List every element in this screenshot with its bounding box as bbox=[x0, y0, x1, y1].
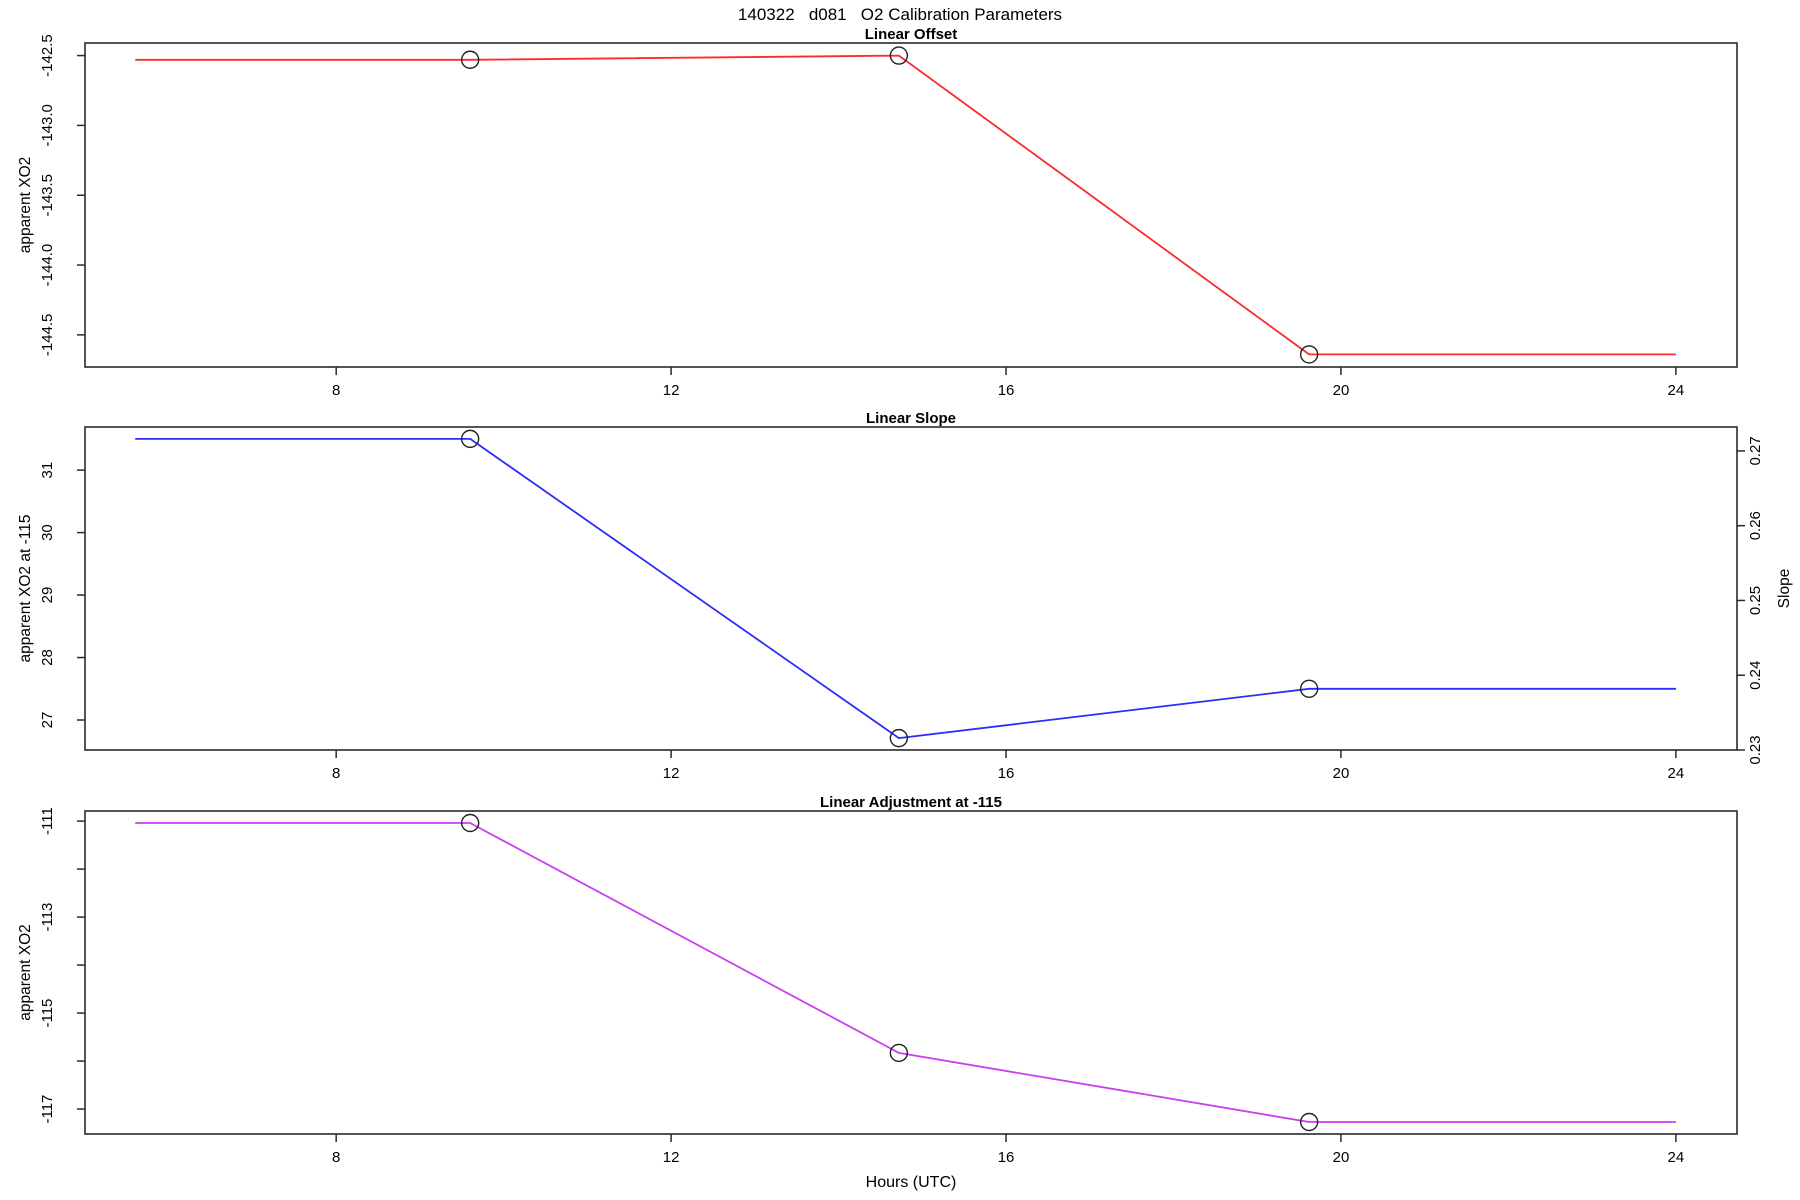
panel-linear-offset: Linear Offset -142.5 -143.0 -143.5 -144.0 -14… bbox=[17, 26, 1738, 399]
data-marker-linear-adjustment bbox=[1299, 1112, 1319, 1132]
data-line-linear-offset bbox=[135, 54, 1676, 356]
y-tick-label: -142.5 bbox=[39, 34, 56, 77]
y-tick-label: -113 bbox=[39, 903, 56, 932]
panel-linear-adjustment: Linear Adjustment at -115 -117 -115 -113 -11… bbox=[17, 794, 1738, 1166]
y-axis-label-linear-adjustment: apparent XO2 bbox=[17, 924, 34, 1021]
y-tick-label: -111 bbox=[39, 807, 56, 835]
data-marker-linear-adjustment bbox=[889, 1043, 909, 1063]
y-tick-label: 28 bbox=[39, 649, 56, 666]
x-tick-label: 16 bbox=[998, 382, 1015, 399]
plot-box bbox=[84, 42, 1738, 368]
x-tick-label: 8 bbox=[332, 1149, 340, 1166]
x-axis-label: Hours (UTC) bbox=[865, 1174, 957, 1191]
x-tick-label: 12 bbox=[663, 382, 680, 399]
data-marker-linear-adjustment bbox=[460, 813, 480, 833]
x-tick-label: 16 bbox=[998, 1149, 1015, 1166]
plot-box bbox=[84, 810, 1738, 1135]
x-tick-label: 24 bbox=[1668, 1149, 1685, 1166]
data-line-linear-slope bbox=[135, 437, 1676, 739]
x-tick-label: 8 bbox=[332, 382, 340, 399]
x-tick-label: 24 bbox=[1668, 765, 1685, 782]
data-marker-linear-offset bbox=[1299, 345, 1319, 364]
y-tick-label: -143.5 bbox=[39, 174, 56, 217]
y-tick-label: 27 bbox=[39, 712, 56, 729]
y-tick-label: -117 bbox=[39, 1095, 56, 1124]
data-marker-linear-offset bbox=[460, 50, 480, 69]
x-tick-label: 20 bbox=[1333, 1149, 1350, 1166]
right-y-tick-label: 0.24 bbox=[1747, 661, 1764, 690]
x-tick-label: 12 bbox=[663, 765, 680, 782]
data-line-linear-adjustment bbox=[135, 822, 1676, 1123]
panel-title-linear-slope: Linear Slope bbox=[866, 410, 956, 427]
right-y-tick-label: 0.23 bbox=[1747, 735, 1764, 764]
right-y-tick-label: 0.25 bbox=[1747, 586, 1764, 615]
right-y-tick-label: 0.26 bbox=[1747, 511, 1764, 540]
x-tick-label: 24 bbox=[1668, 382, 1685, 399]
y-tick-label: -143.0 bbox=[39, 104, 56, 147]
data-marker-linear-slope bbox=[1299, 679, 1319, 698]
right-y-tick-label: 0.27 bbox=[1747, 436, 1764, 465]
panel-linear-slope: Linear Slope 27 28 29 30 31 apparent XO2 at -1… bbox=[17, 410, 1793, 782]
right-y-axis-label: Slope bbox=[1776, 569, 1793, 609]
y-axis-label-linear-offset: apparent XO2 bbox=[17, 157, 34, 254]
y-tick-label: -115 bbox=[39, 999, 56, 1028]
y-axis-label-linear-slope: apparent XO2 at -115 bbox=[17, 515, 34, 663]
x-tick-label: 16 bbox=[998, 765, 1015, 782]
panel-title-linear-adjustment: Linear Adjustment at -115 bbox=[820, 794, 1002, 811]
plot-box bbox=[84, 426, 1738, 751]
y-tick-label: 31 bbox=[39, 462, 56, 479]
y-tick-label: -144.0 bbox=[39, 244, 56, 287]
x-tick-label: 8 bbox=[332, 765, 340, 782]
data-marker-linear-offset bbox=[889, 46, 909, 65]
data-marker-linear-slope bbox=[889, 728, 909, 748]
panel-title-linear-offset: Linear Offset bbox=[865, 26, 958, 43]
data-marker-linear-slope bbox=[460, 429, 480, 449]
y-tick-label: 29 bbox=[39, 587, 56, 604]
figure-title: 140322 d081 O2 Calibration Parameters bbox=[737, 5, 1063, 24]
x-tick-label: 20 bbox=[1333, 765, 1350, 782]
y-tick-label: -144.5 bbox=[39, 314, 56, 357]
x-tick-label: 20 bbox=[1333, 382, 1350, 399]
x-tick-label: 12 bbox=[663, 1149, 680, 1166]
y-tick-label: 30 bbox=[39, 524, 56, 541]
